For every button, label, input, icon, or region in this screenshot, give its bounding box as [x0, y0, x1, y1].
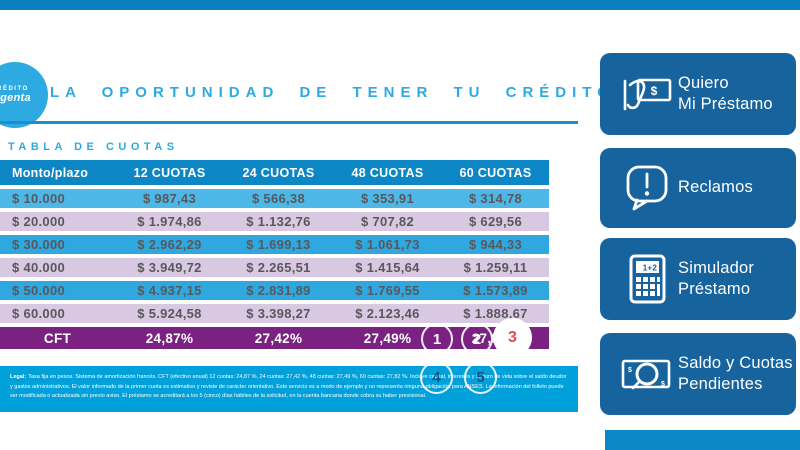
- button-label: Quiero Mi Préstamo: [678, 73, 773, 113]
- table-row: $ 60.000 $ 5.924,58 $ 3.398,27 $ 2.123,4…: [0, 304, 549, 323]
- table-section-label: TABLA DE CUOTAS: [8, 141, 179, 153]
- cuotas-table: Monto/plazo 12 CUOTAS 24 CUOTAS 48 CUOTA…: [0, 160, 549, 349]
- reclamos-button[interactable]: Reclamos: [600, 148, 796, 228]
- bottom-accent-bar: [605, 430, 800, 450]
- button-label: Saldo y Cuotas Pendientes: [678, 353, 793, 393]
- cell-cuota: $ 3.398,27: [246, 306, 311, 321]
- cell-cuota: $ 1.888,67: [463, 306, 528, 321]
- cell-monto: $ 60.000: [12, 306, 66, 321]
- cell-cuota: $ 629,56: [468, 214, 522, 229]
- cell-cuota: $ 987,43: [142, 191, 196, 206]
- cell-cuota: $ 2.831,89: [246, 283, 311, 298]
- cell-monto: $ 50.000: [12, 283, 66, 298]
- svg-text:$: $: [661, 381, 665, 388]
- button-label: Simulador Préstamo: [678, 258, 755, 298]
- annotation-marker-1: 1: [421, 323, 453, 355]
- top-accent-bar: [0, 0, 800, 10]
- cell-monto: $ 40.000: [12, 260, 66, 275]
- credito-argenta-logo: CRÉDITO argenta: [0, 62, 48, 128]
- cft-value: 27,42%: [254, 330, 303, 346]
- exclamation-bubble-icon: [616, 163, 678, 213]
- cell-cuota: $ 1.061,73: [355, 237, 420, 252]
- svg-text:1+2: 1+2: [643, 263, 658, 273]
- bill-magnifier-icon: $ $: [616, 351, 678, 397]
- calculator-icon: 1+2: [616, 253, 678, 305]
- cell-cuota: $ 2.265,51: [246, 260, 311, 275]
- cft-value: 24,87%: [145, 330, 194, 346]
- cell-cuota: $ 4.937,15: [137, 283, 202, 298]
- table-row: $ 10.000 $ 987,43 $ 566,38 $ 353,91 $ 31…: [0, 189, 549, 208]
- quiero-mi-prestamo-button[interactable]: $ Quiero Mi Préstamo: [600, 53, 796, 135]
- cell-cuota: $ 1.259,11: [463, 260, 528, 275]
- cell-cuota: $ 707,82: [360, 214, 414, 229]
- cell-monto: $ 10.000: [12, 191, 66, 206]
- cell-monto: $ 30.000: [12, 237, 66, 252]
- col-header-monto-plazo: Monto/plazo: [12, 165, 89, 180]
- saldo-cuotas-pendientes-button[interactable]: $ $ Saldo y Cuotas Pendientes: [600, 333, 796, 415]
- logo-text-argenta: argenta: [0, 92, 31, 104]
- cell-cuota: $ 3.949,72: [137, 260, 202, 275]
- cell-cuota: $ 1.699,13: [246, 237, 311, 252]
- cell-cuota: $ 314,78: [468, 191, 522, 206]
- table-header-row: Monto/plazo 12 CUOTAS 24 CUOTAS 48 CUOTA…: [0, 160, 549, 185]
- table-row: $ 30.000 $ 2.962,29 $ 1.699,13 $ 1.061,7…: [0, 235, 549, 254]
- annotation-marker-4: 4: [420, 361, 453, 394]
- svg-text:$: $: [628, 367, 632, 374]
- cell-cuota: $ 1.573,89: [463, 283, 528, 298]
- page-title: LA OPORTUNIDAD DE TENER TU CRÉDITO: [50, 84, 615, 101]
- cell-monto: $ 20.000: [12, 214, 66, 229]
- annotation-marker-3: 3: [493, 318, 532, 357]
- annotation-marker-5: 5: [464, 361, 497, 394]
- cell-cuota: $ 944,33: [468, 237, 522, 252]
- col-header-60-cuotas: 60 CUOTAS: [459, 165, 532, 180]
- cft-value: 27,49%: [363, 330, 412, 346]
- button-label: Reclamos: [678, 178, 753, 197]
- cell-cuota: $ 2.123,46: [355, 306, 420, 321]
- table-row: $ 50.000 $ 4.937,15 $ 2.831,89 $ 1.769,5…: [0, 281, 549, 300]
- cell-cuota: $ 566,38: [251, 191, 305, 206]
- logo-text-credito: CRÉDITO: [0, 86, 29, 92]
- table-row: $ 40.000 $ 3.949,72 $ 2.265,51 $ 1.415,6…: [0, 258, 549, 277]
- table-row: $ 20.000 $ 1.974,86 $ 1.132,76 $ 707,82 …: [0, 212, 549, 231]
- cell-cuota: $ 5.924,58: [137, 306, 202, 321]
- simulador-prestamo-button[interactable]: 1+2 Simulador Préstamo: [600, 238, 796, 320]
- cell-cuota: $ 1.769,55: [355, 283, 420, 298]
- hand-money-icon: $: [616, 71, 678, 117]
- cell-cuota: $ 1.974,86: [137, 214, 202, 229]
- cell-cuota: $ 353,91: [360, 191, 414, 206]
- cell-cuota: $ 2.962,29: [137, 237, 202, 252]
- col-header-48-cuotas: 48 CUOTAS: [351, 165, 424, 180]
- legal-text: Tasa fija en pesos. Sistema de amortizac…: [10, 374, 567, 400]
- cft-row: CFT 24,87% 27,42% 27,49% 27,82%: [0, 327, 549, 349]
- annotation-marker-2: 2: [461, 323, 493, 355]
- header-divider: [0, 121, 578, 124]
- legal-prefix: Legal:: [10, 374, 27, 380]
- cft-label: CFT: [43, 330, 72, 346]
- col-header-24-cuotas: 24 CUOTAS: [242, 165, 315, 180]
- col-header-12-cuotas: 12 CUOTAS: [133, 165, 206, 180]
- cell-cuota: $ 1.132,76: [246, 214, 311, 229]
- cell-cuota: $ 1.415,64: [355, 260, 420, 275]
- svg-text:$: $: [651, 84, 658, 98]
